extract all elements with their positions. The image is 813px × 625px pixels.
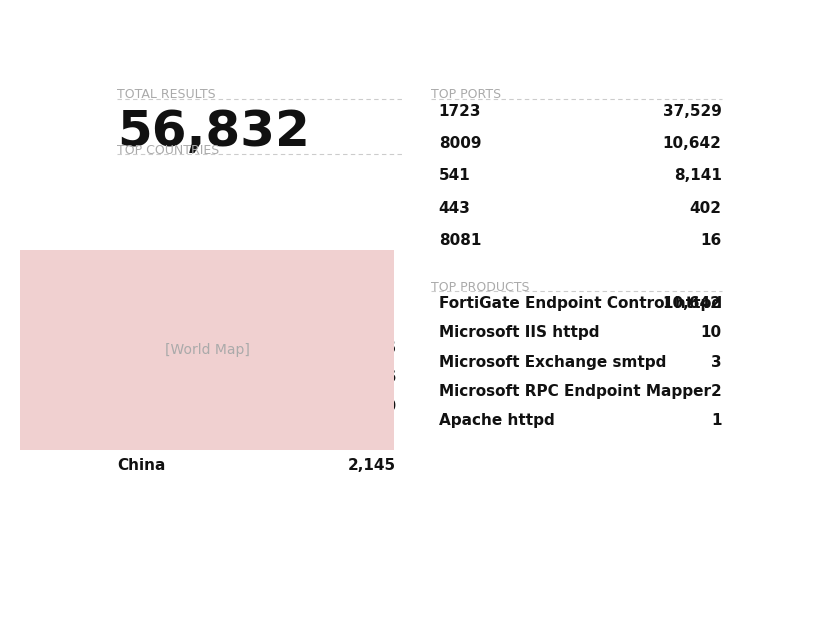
Text: 2,212: 2,212 bbox=[348, 429, 396, 444]
Text: Taiwan: Taiwan bbox=[117, 399, 176, 414]
Text: [World Map]: [World Map] bbox=[165, 343, 250, 357]
Text: 10,326: 10,326 bbox=[337, 341, 396, 356]
Text: China: China bbox=[117, 458, 166, 473]
Text: TOP PORTS: TOP PORTS bbox=[431, 88, 501, 101]
Text: 402: 402 bbox=[689, 201, 722, 216]
Text: Microsoft RPC Endpoint Mapper: Microsoft RPC Endpoint Mapper bbox=[439, 384, 711, 399]
Text: Thailand: Thailand bbox=[117, 429, 191, 444]
Text: 8009: 8009 bbox=[439, 136, 481, 151]
Text: TOTAL RESULTS: TOTAL RESULTS bbox=[117, 88, 215, 101]
Text: 2,145: 2,145 bbox=[348, 458, 396, 473]
Text: 8081: 8081 bbox=[439, 233, 481, 248]
Text: 56,832: 56,832 bbox=[117, 108, 310, 156]
Text: 3,040: 3,040 bbox=[348, 399, 396, 414]
Text: 1723: 1723 bbox=[439, 104, 481, 119]
Text: 3: 3 bbox=[711, 355, 722, 370]
Text: Apache httpd: Apache httpd bbox=[439, 413, 554, 428]
Text: 10: 10 bbox=[701, 326, 722, 341]
Text: 10,642: 10,642 bbox=[663, 136, 722, 151]
Text: 8,141: 8,141 bbox=[674, 168, 722, 183]
Text: 16: 16 bbox=[700, 233, 722, 248]
Text: 2: 2 bbox=[711, 384, 722, 399]
Text: United States: United States bbox=[117, 341, 235, 356]
Text: 1: 1 bbox=[711, 413, 722, 428]
Text: Microsoft IIS httpd: Microsoft IIS httpd bbox=[439, 326, 599, 341]
Text: Microsoft Exchange smtpd: Microsoft Exchange smtpd bbox=[439, 355, 666, 370]
Text: 10,642: 10,642 bbox=[663, 296, 722, 311]
Text: TOP PRODUCTS: TOP PRODUCTS bbox=[431, 281, 529, 294]
Text: FortiGate Endpoint Control httpd: FortiGate Endpoint Control httpd bbox=[439, 296, 722, 311]
Text: 541: 541 bbox=[439, 168, 471, 183]
Text: TOP COUNTRIES: TOP COUNTRIES bbox=[117, 144, 220, 158]
Text: Mexico: Mexico bbox=[117, 370, 177, 385]
Text: 443: 443 bbox=[439, 201, 471, 216]
Text: 3,376: 3,376 bbox=[348, 370, 396, 385]
Text: 37,529: 37,529 bbox=[663, 104, 722, 119]
